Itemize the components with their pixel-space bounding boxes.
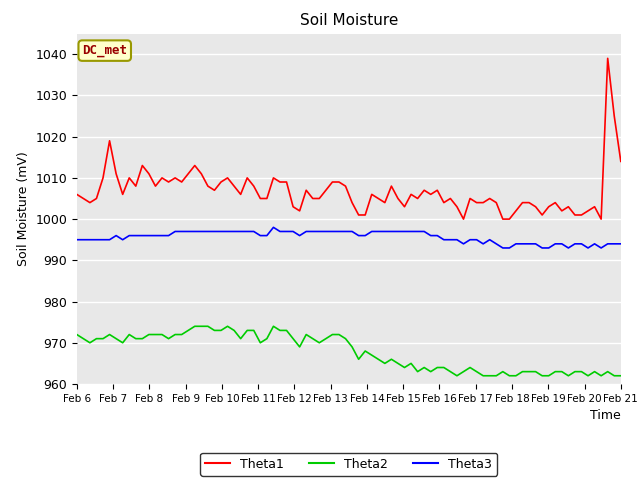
Legend: Theta1, Theta2, Theta3: Theta1, Theta2, Theta3	[200, 453, 497, 476]
Title: Soil Moisture: Soil Moisture	[300, 13, 398, 28]
Text: DC_met: DC_met	[82, 44, 127, 57]
Y-axis label: Soil Moisture (mV): Soil Moisture (mV)	[17, 151, 29, 266]
X-axis label: Time: Time	[590, 409, 621, 422]
